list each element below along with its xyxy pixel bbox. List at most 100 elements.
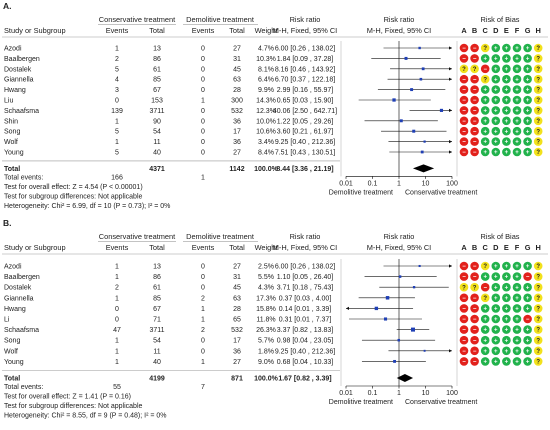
rob-symbol: + — [494, 275, 498, 281]
x-axis-tick-label: 0.01 — [339, 180, 353, 187]
rob-low-circle — [523, 335, 532, 345]
study-name: Li — [4, 317, 10, 324]
rob-low-circle — [502, 137, 511, 146]
events-conservative: 2 — [115, 285, 119, 292]
study-name: Azodi — [4, 46, 22, 53]
events-demolitive: 0 — [201, 56, 205, 63]
events-demolitive: 0 — [201, 338, 205, 345]
point-estimate-square — [383, 317, 388, 321]
total-demolitive: 27 — [233, 150, 241, 157]
study-name: Dostalek — [4, 66, 32, 73]
rob-symbol: + — [505, 98, 509, 104]
x-axis-tick-label: 1 — [397, 180, 401, 187]
rob-low-circle — [523, 43, 532, 53]
rob-low-circle — [512, 261, 522, 271]
rob-high-circle — [459, 314, 469, 324]
rob-symbol: + — [515, 46, 519, 52]
total-demolitive: 36 — [233, 348, 241, 355]
rob-symbol: ? — [483, 264, 487, 270]
rob-symbol: + — [505, 349, 509, 355]
rob-symbol: ? — [536, 98, 540, 104]
rob-high-circle — [470, 325, 479, 334]
rob-symbol: − — [473, 317, 477, 323]
rob-low-circle — [512, 346, 522, 356]
rob-symbol: + — [494, 317, 498, 323]
total-conservative: 11 — [153, 139, 160, 146]
study-weight: 17.3% — [256, 295, 276, 302]
rob-low-circle — [502, 314, 511, 324]
rob-symbol: + — [526, 150, 530, 156]
rob-symbol: + — [494, 46, 498, 52]
rob-symbol: − — [462, 109, 466, 115]
events-demolitive: 0 — [201, 274, 205, 281]
rob-symbol: − — [462, 360, 466, 366]
study-name: Giannella — [4, 295, 34, 302]
rob-low-circle — [523, 54, 532, 63]
rob-symbol: − — [473, 264, 477, 270]
rob-symbol: ? — [536, 46, 540, 52]
rob-symbol: ? — [536, 88, 540, 94]
rob-symbol: + — [526, 264, 530, 270]
rob-low-circle — [480, 85, 490, 94]
study-name: Shin — [4, 118, 18, 125]
rob-unclear-circle — [533, 116, 543, 126]
events-demolitive: 0 — [201, 87, 205, 94]
rob-symbol: + — [505, 140, 509, 146]
rob-domain-label: H — [536, 243, 541, 252]
rob-low-circle — [480, 95, 490, 105]
x-axis-tick-label: 10 — [422, 390, 430, 397]
rob-symbol: + — [494, 67, 498, 73]
axis-label-demolitive: Demolitive treatment — [329, 189, 393, 196]
rob-high-circle — [459, 95, 469, 105]
rob-low-circle — [523, 106, 532, 115]
total-demolitive: 532 — [231, 327, 243, 334]
rob-unclear-circle — [459, 64, 469, 74]
ci-arrow-right — [449, 67, 452, 71]
total-demolitive: 45 — [233, 66, 241, 73]
rob-symbol: + — [515, 98, 519, 104]
study-name: Liu — [4, 98, 13, 105]
panel-label: B. — [3, 218, 12, 228]
rob-high-circle — [470, 357, 479, 366]
test-subgroup-differences: Test for subgroup differences: Not appli… — [4, 403, 143, 410]
total-n-demolitive: 1142 — [229, 166, 244, 173]
rob-unclear-circle — [533, 335, 543, 345]
rob-symbol: ? — [536, 67, 540, 73]
rob-domain-label: G — [525, 243, 531, 252]
rob-high-circle — [470, 54, 479, 63]
events-conservative: 139 — [111, 108, 123, 115]
rob-high-circle — [470, 137, 479, 146]
rob-high-circle — [459, 126, 469, 136]
point-estimate-square — [412, 129, 416, 133]
column-header-ci: M-H, Fixed, 95% CI — [273, 26, 337, 35]
rob-low-circle — [480, 304, 490, 313]
rob-high-circle — [523, 272, 532, 281]
rob-symbol: − — [526, 275, 530, 281]
study-name: Giannella — [4, 77, 34, 84]
rob-unclear-circle — [533, 54, 543, 63]
rob-symbol: ? — [483, 77, 487, 83]
rob-symbol: + — [494, 140, 498, 146]
events-demolitive: 1 — [201, 359, 205, 366]
rob-symbol: + — [505, 46, 509, 52]
rob-symbol: ? — [536, 119, 540, 125]
rob-unclear-circle — [533, 147, 543, 157]
point-estimate-square — [392, 98, 396, 102]
rob-low-circle — [523, 261, 532, 271]
rob-symbol: + — [526, 129, 530, 135]
events-conservative: 0 — [115, 98, 119, 105]
risk-ratio-ci: 40.06 [2.50 , 642.71] — [273, 108, 337, 115]
test-overall-effect: Test for overall effect: Z = 1.41 (P = 0… — [4, 394, 131, 401]
rob-symbol: + — [483, 360, 487, 366]
events-conservative: 47 — [113, 327, 121, 334]
rob-symbol: + — [526, 349, 530, 355]
point-estimate-square — [404, 56, 408, 60]
rob-low-circle — [480, 147, 490, 157]
rob-low-circle — [502, 325, 511, 334]
risk-ratio-ci: 1.22 [0.05 , 29.26] — [277, 118, 333, 125]
rob-symbol: ? — [483, 296, 487, 302]
rob-low-circle — [512, 116, 522, 126]
rob-low-circle — [512, 293, 522, 303]
events-demolitive: 0 — [201, 118, 205, 125]
column-header-events: Events — [192, 26, 215, 35]
